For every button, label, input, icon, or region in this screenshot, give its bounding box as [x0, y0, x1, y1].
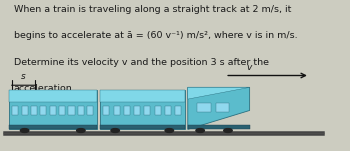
Bar	[31, 106, 37, 115]
Bar	[155, 106, 161, 115]
Polygon shape	[188, 87, 250, 99]
Bar	[114, 106, 119, 115]
Bar	[175, 106, 181, 115]
Bar	[165, 106, 171, 115]
Text: begins to accelerate at ā = (60 v⁻¹) m/s², where v is in m/s.: begins to accelerate at ā = (60 v⁻¹) m/s…	[14, 31, 297, 40]
Bar	[216, 103, 229, 112]
Bar	[145, 106, 150, 115]
Circle shape	[224, 129, 232, 132]
Text: s: s	[21, 72, 26, 82]
Bar	[188, 125, 250, 129]
Bar	[50, 106, 56, 115]
Circle shape	[196, 129, 204, 132]
Bar	[12, 106, 19, 115]
Bar	[22, 106, 28, 115]
Bar	[68, 106, 75, 115]
Text: Determine its velocity v and the position 3 s after the: Determine its velocity v and the positio…	[14, 58, 269, 67]
Circle shape	[111, 129, 119, 132]
Bar	[100, 90, 184, 102]
Bar	[59, 106, 65, 115]
Text: When a train is traveling along a straight track at 2 m/s, it: When a train is traveling along a straig…	[14, 5, 291, 14]
Bar	[124, 106, 130, 115]
Bar	[100, 125, 184, 129]
Text: v: v	[246, 63, 252, 72]
Bar	[87, 106, 93, 115]
Bar	[134, 106, 140, 115]
Bar	[9, 90, 97, 129]
Circle shape	[20, 129, 29, 132]
Bar	[197, 103, 211, 112]
Bar	[9, 90, 97, 102]
Circle shape	[77, 129, 85, 132]
Bar	[103, 106, 109, 115]
Bar	[40, 106, 47, 115]
Bar	[100, 90, 184, 129]
Polygon shape	[188, 87, 250, 129]
Bar	[78, 106, 84, 115]
Circle shape	[165, 129, 174, 132]
Text: acceleration.: acceleration.	[14, 84, 76, 93]
Bar	[9, 125, 97, 129]
